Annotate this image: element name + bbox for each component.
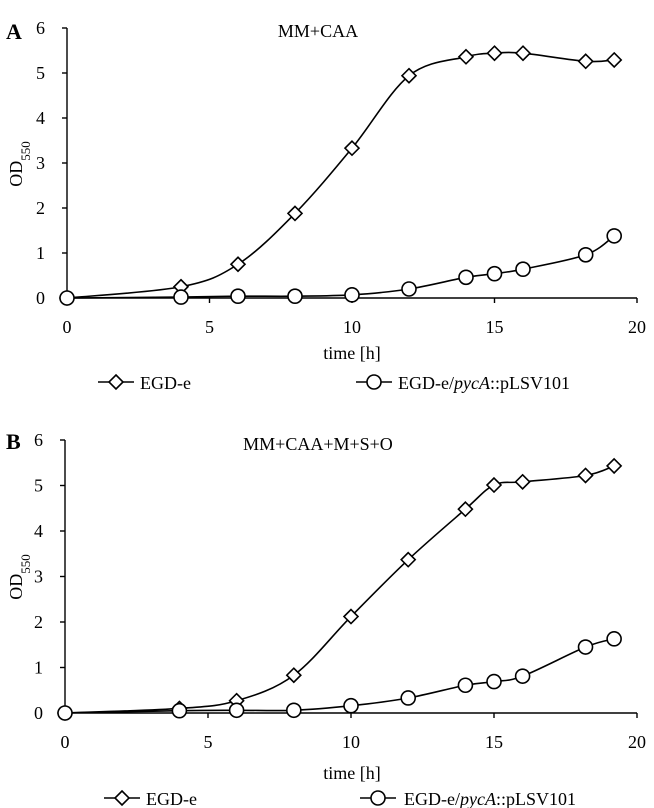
panel-a-xlabel: time [h] [323,343,380,363]
data-point-circle [344,287,360,303]
legend-label: EGD-e/pycA::pLSV101 [404,789,576,808]
panel-b-legend: EGD-e EGD-e/pycA::pLSV101 [104,789,576,808]
data-point-circle [228,702,245,719]
y-tick-label: 2 [36,198,45,218]
panel-b-legend-item-egd-e: EGD-e [104,789,197,808]
panel-a-legend: EGD-e EGD-e/pycA::pLSV101 [98,373,570,393]
diamond-marker-icon [107,373,125,391]
panel-b-series-2-line [64,638,615,714]
panel-a-title: MM+CAA [278,21,358,41]
y-tick-label: 0 [34,703,43,723]
panel-a-letter: A [6,19,22,44]
panel-a-ylabel: OD550 [6,141,33,187]
x-tick-label: 10 [343,317,361,337]
x-tick-label: 10 [342,732,360,752]
data-point-diamond [577,467,594,484]
data-point-circle [285,702,302,719]
y-tick-label: 4 [34,521,43,541]
data-point-circle [515,261,531,278]
y-tick-label: 0 [36,288,45,308]
data-point-circle [486,265,503,282]
x-tick-label: 0 [61,732,70,752]
y-tick-label: 3 [36,153,45,173]
x-tick-label: 20 [628,732,646,752]
data-point-diamond [286,205,304,222]
panel-b: B MM+CAA+M+S+O OD550 time [h] 0 1 2 3 4 5 6 0 5 1… [6,429,646,808]
circle-marker-icon [370,790,386,806]
data-point-circle [287,288,303,305]
data-point-circle [514,668,531,684]
y-tick-label: 5 [34,476,43,496]
data-point-diamond [485,476,503,494]
data-point-circle [606,631,622,647]
data-point-circle [486,673,502,690]
data-point-circle [458,269,474,286]
panel-a-plot-area: 0 1 2 3 4 5 6 0 5 10 15 20 [36,18,646,337]
data-point-diamond [342,608,360,625]
y-tick-label: 1 [34,658,43,678]
data-point-circle [343,697,359,714]
x-tick-label: 15 [485,732,503,752]
panel-b-legend-item-pyca: EGD-e/pycA::pLSV101 [360,789,576,808]
data-point-diamond [514,473,531,490]
data-point-diamond [486,45,503,62]
data-point-circle [59,290,75,306]
x-tick-label: 20 [628,317,646,337]
data-point-diamond [229,256,247,273]
data-point-circle [230,288,246,305]
data-point-circle [171,702,188,719]
panel-a-series-2-line [66,235,615,299]
data-point-circle [173,289,189,305]
data-point-diamond [606,51,623,69]
data-point-diamond [400,551,417,568]
y-tick-label: 6 [34,430,43,450]
data-point-diamond [457,48,475,65]
panel-b-ylabel: OD550 [6,554,33,600]
x-tick-label: 15 [486,317,504,337]
data-point-circle [401,281,417,297]
x-tick-label: 0 [63,317,72,337]
data-point-circle [400,690,417,706]
data-point-diamond [514,45,532,62]
data-point-diamond [605,457,623,475]
data-point-circle [57,705,73,721]
data-point-diamond [457,501,474,518]
y-tick-label: 6 [36,18,45,38]
panel-b-plot-area: 0 1 2 3 4 5 6 0 5 10 15 20 [34,430,646,752]
panel-b-series-1-line [64,465,615,714]
data-point-circle [577,639,594,655]
data-point-circle [457,677,474,694]
x-tick-label: 5 [204,732,213,752]
data-point-circle [606,228,623,244]
data-point-diamond [343,140,361,157]
panel-a-legend-item-pyca: EGD-e/pycA::pLSV101 [356,373,570,393]
legend-label: EGD-e [140,373,191,393]
circle-marker-icon [366,374,382,390]
y-tick-label: 3 [34,567,43,587]
legend-label: EGD-e [146,789,197,808]
y-tick-label: 2 [34,612,43,632]
y-tick-label: 4 [36,108,45,128]
panel-b-letter: B [6,429,21,454]
data-point-circle [577,247,594,263]
y-tick-label: 5 [36,63,45,83]
data-point-diamond [400,67,418,84]
panel-a-series-1-line [66,51,615,299]
data-point-diamond [577,53,594,70]
panel-b-title: MM+CAA+M+S+O [243,434,393,454]
panel-a-legend-item-egd-e: EGD-e [98,373,191,393]
x-tick-label: 5 [205,317,214,337]
legend-label: EGD-e/pycA::pLSV101 [398,373,570,393]
diamond-marker-icon [113,789,131,807]
data-point-diamond [285,667,302,684]
panel-b-xlabel: time [h] [323,763,380,783]
y-tick-label: 1 [36,243,45,263]
